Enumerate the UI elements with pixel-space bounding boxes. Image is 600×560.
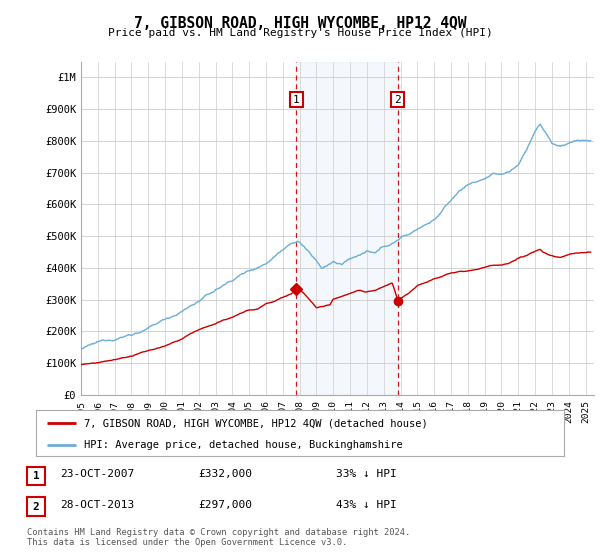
Text: 43% ↓ HPI: 43% ↓ HPI bbox=[336, 500, 397, 510]
Text: 23-OCT-2007: 23-OCT-2007 bbox=[60, 469, 134, 479]
Text: £332,000: £332,000 bbox=[198, 469, 252, 479]
Text: Contains HM Land Registry data © Crown copyright and database right 2024.
This d: Contains HM Land Registry data © Crown c… bbox=[27, 528, 410, 547]
Text: 7, GIBSON ROAD, HIGH WYCOMBE, HP12 4QW: 7, GIBSON ROAD, HIGH WYCOMBE, HP12 4QW bbox=[134, 16, 466, 31]
Text: 2: 2 bbox=[32, 502, 40, 512]
Text: £297,000: £297,000 bbox=[198, 500, 252, 510]
Text: 1: 1 bbox=[32, 471, 40, 481]
Text: 2: 2 bbox=[394, 95, 401, 105]
Text: HPI: Average price, detached house, Buckinghamshire: HPI: Average price, detached house, Buck… bbox=[83, 440, 402, 450]
Bar bbox=[296, 62, 398, 395]
Text: 28-OCT-2013: 28-OCT-2013 bbox=[60, 500, 134, 510]
Text: Price paid vs. HM Land Registry's House Price Index (HPI): Price paid vs. HM Land Registry's House … bbox=[107, 28, 493, 38]
Text: 7, GIBSON ROAD, HIGH WYCOMBE, HP12 4QW (detached house): 7, GIBSON ROAD, HIGH WYCOMBE, HP12 4QW (… bbox=[83, 418, 427, 428]
Text: 1: 1 bbox=[293, 95, 300, 105]
Text: 33% ↓ HPI: 33% ↓ HPI bbox=[336, 469, 397, 479]
